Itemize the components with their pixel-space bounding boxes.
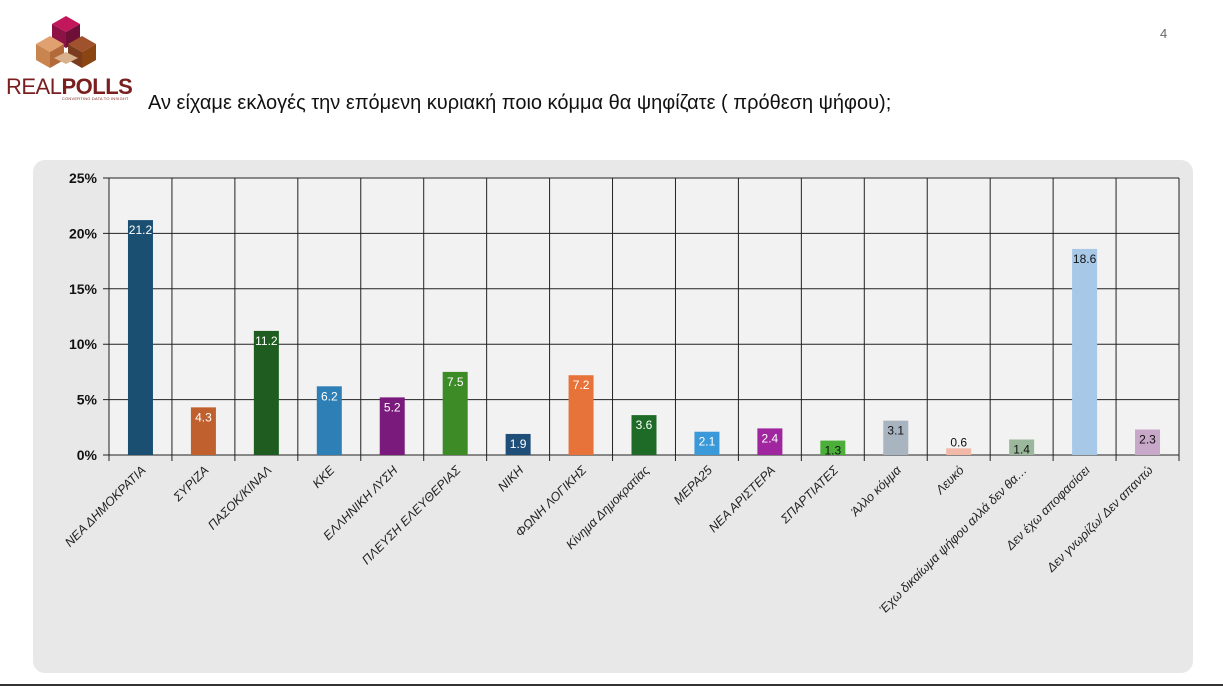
grid-layer bbox=[103, 177, 1180, 461]
bar bbox=[127, 220, 153, 455]
bar-chart: 21.2 4.3 11.2 6.2 5.2 7.5 1.9 7.2 3.6 2.1 2.4 1.3 3.… bbox=[62, 170, 1180, 617]
data-label: 1.3 bbox=[824, 444, 841, 458]
realpolls-logo: REALPOLLS CONVERTING DATA TO INSIGHT bbox=[4, 14, 134, 104]
bar bbox=[505, 433, 531, 455]
bar bbox=[631, 415, 657, 455]
category-label: ΣΠΑΡΤΙΑΤΕΣ bbox=[777, 463, 841, 527]
logo-tagline: CONVERTING DATA TO INSIGHT bbox=[62, 96, 129, 101]
bar bbox=[190, 407, 216, 455]
logo-cubes-icon bbox=[36, 16, 96, 68]
y-tick-label: 25% bbox=[69, 170, 98, 186]
category-label: Δεν γνωρίζω/ Δεν απαντώ bbox=[1043, 463, 1155, 575]
data-label: 2.4 bbox=[762, 431, 779, 445]
bar bbox=[568, 375, 594, 455]
category-label: ΣΥΡΙΖΑ bbox=[170, 463, 211, 504]
data-label: 7.5 bbox=[447, 375, 464, 389]
y-tick-label: 0% bbox=[77, 447, 98, 463]
chart-panel: 21.2 4.3 11.2 6.2 5.2 7.5 1.9 7.2 3.6 2.1 2.4 1.3 3.… bbox=[33, 160, 1193, 673]
data-label: 21.2 bbox=[129, 223, 153, 237]
category-label: Λευκό bbox=[932, 463, 967, 498]
data-label: 7.2 bbox=[573, 378, 590, 392]
bar bbox=[757, 428, 783, 455]
bar bbox=[1009, 439, 1035, 455]
category-label: ΠΑΣΟΚ/ΚΙΝΑΛ bbox=[205, 463, 274, 532]
bar bbox=[1135, 429, 1161, 455]
category-label: ΝΙΚΗ bbox=[495, 463, 527, 495]
bar bbox=[820, 440, 846, 455]
data-label: 3.1 bbox=[887, 424, 904, 438]
plot-area bbox=[109, 178, 1179, 455]
category-label: ΝΕΑ ΑΡΙΣΤΕΡΑ bbox=[706, 463, 778, 535]
page-number: 4 bbox=[1160, 26, 1168, 41]
bars-layer: 21.2 4.3 11.2 6.2 5.2 7.5 1.9 7.2 3.6 2.1 2.4 1.3 3.… bbox=[127, 220, 1161, 458]
bar bbox=[442, 371, 468, 455]
category-label: ΝΕΑ ΔΗΜΟΚΡΑΤΙΑ bbox=[62, 463, 148, 549]
bar bbox=[1072, 248, 1098, 455]
bar bbox=[379, 397, 405, 455]
y-tick-labels: 0% 5% 10% 15% 20% 25% bbox=[69, 170, 98, 463]
category-label: ΜΕΡΑ25 bbox=[671, 463, 715, 507]
bar bbox=[316, 386, 342, 455]
category-label: Άλλο κόμμα bbox=[847, 463, 904, 520]
y-tick-label: 5% bbox=[77, 392, 98, 408]
bar bbox=[253, 330, 279, 455]
data-label: 4.3 bbox=[195, 410, 212, 424]
y-tick-label: 15% bbox=[69, 281, 98, 297]
data-label: 1.9 bbox=[510, 437, 527, 451]
bar bbox=[883, 420, 909, 455]
data-label: 18.6 bbox=[1073, 252, 1097, 266]
survey-question: Αν είχαμε εκλογές την επόμενη κυριακή πο… bbox=[148, 92, 892, 114]
bar bbox=[694, 431, 720, 455]
data-label: 1.4 bbox=[1013, 442, 1030, 456]
bar bbox=[946, 448, 972, 455]
logo-wordmark: REALPOLLS bbox=[6, 74, 133, 99]
y-tick-label: 20% bbox=[69, 225, 98, 241]
data-label: 2.3 bbox=[1139, 433, 1156, 447]
data-label: 0.6 bbox=[950, 435, 967, 449]
bottom-rule bbox=[0, 684, 1223, 686]
category-label: ΚΚΕ bbox=[310, 463, 338, 491]
data-label: 6.2 bbox=[321, 389, 338, 403]
data-label: 3.6 bbox=[636, 418, 653, 432]
data-label: 5.2 bbox=[384, 400, 401, 414]
data-label: 11.2 bbox=[255, 334, 278, 348]
y-tick-label: 10% bbox=[69, 336, 98, 352]
data-label: 2.1 bbox=[699, 435, 716, 449]
